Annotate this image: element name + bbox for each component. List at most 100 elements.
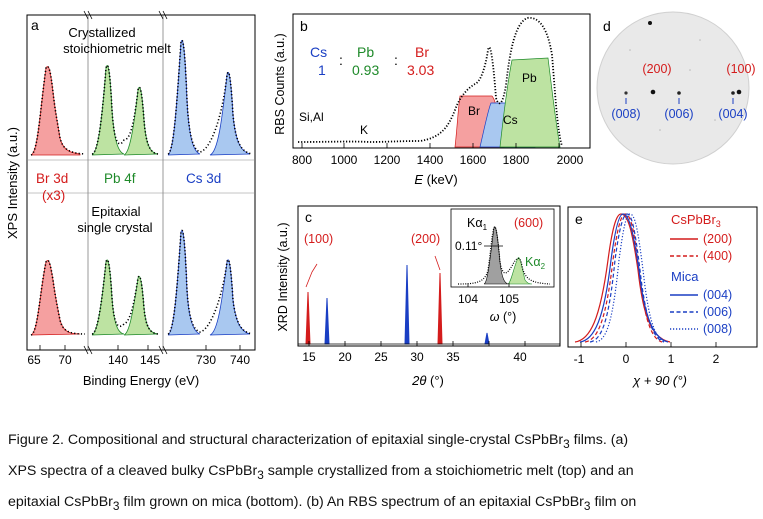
panel-a-ylabel: XPS Intensity (a.u.) [5, 127, 20, 239]
spot-label-008: (008) [611, 107, 640, 121]
panel-e-tick-0: 0 [623, 352, 630, 366]
panel-a-tick-740: 740 [230, 353, 250, 367]
inset-tick-104: 104 [458, 292, 478, 306]
label-br-edge: Br [468, 104, 480, 118]
panel-a-frame [26, 14, 256, 351]
xrd-peak-mica-3 [484, 332, 490, 345]
rocking-curve-inset: Kα1 (600) 0.11° Kα2 104 105 ω (°) [450, 208, 555, 324]
panel-b-tick-1200: 1200 [374, 153, 401, 167]
label-k: K [360, 123, 368, 137]
panel-b-tick-2000: 2000 [557, 153, 584, 167]
ratio-cs-label: Cs [310, 44, 327, 60]
cs-3d-label: Cs 3d [186, 171, 221, 186]
curve-mica-004 [579, 213, 669, 343]
legend-item-004: (004) [703, 288, 732, 302]
pb-4f-peak1-bottom [91, 259, 125, 336]
ratio-pb-label: Pb [357, 44, 374, 60]
curve-mica-006 [589, 213, 665, 343]
caption-line-1: Figure 2. Compositional and structural c… [8, 432, 629, 451]
legend-item-008: (008) [703, 322, 732, 336]
panel-a-top-label-2: stoichiometric melt [63, 41, 171, 56]
panel-e-label: e [575, 211, 583, 227]
diffraction-pattern [596, 11, 750, 165]
xrd-peak-mica-1 [324, 297, 330, 345]
spot-label-004: (004) [718, 107, 747, 121]
ratio-sep-1: : [339, 52, 343, 68]
diffraction-spot-top [648, 21, 652, 25]
xps-data-bottom [30, 229, 253, 336]
rbs-spectrum [297, 17, 563, 147]
spot-label-006: (006) [664, 107, 693, 121]
panel-c-ylabel: XRD Intensity (a.u.) [276, 222, 290, 331]
panel-a-bottom-label-2: single crystal [77, 220, 152, 235]
ratio-pb-value: 0.93 [352, 62, 379, 78]
inset-ka1-label: Kα1 [467, 216, 488, 232]
panel-e-legend: CsPbBr3 (200) (400) Mica (004) (006) (00… [670, 212, 732, 336]
inset-600-label: (600) [514, 216, 543, 230]
br-3d-multiplier: (x3) [42, 188, 65, 203]
label-cs-edge: Cs [503, 113, 518, 127]
ratio-cs-value: 1 [318, 62, 326, 78]
panel-d: d (200) (100) (008) (006) (004) [596, 11, 756, 165]
panel-a-top-label-1: Crystallized [68, 25, 135, 40]
pb-4f-peak2-bottom [123, 276, 159, 336]
xrd-peak-mica-2 [404, 264, 410, 345]
diffraction-spot-006 [677, 91, 681, 95]
legend-group-cspbbr3: CsPbBr3 [671, 212, 721, 229]
inset-fwhm-label: 0.11° [455, 239, 482, 253]
diffraction-spot-200 [650, 89, 656, 95]
panel-c-tick-35: 35 [446, 350, 460, 364]
diffraction-spot-004 [731, 91, 735, 95]
legend-item-006: (006) [703, 305, 732, 319]
caption-line-2: XPS spectra of a cleaved bulky CsPbBr3 s… [8, 462, 634, 482]
figure-2: a Crystallized stoichiometric melt Epita… [5, 10, 758, 388]
legend-item-400: (400) [703, 249, 732, 263]
spot-label-200: (200) [642, 62, 671, 76]
xrd-label-100: (100) [304, 232, 333, 246]
panel-a: a Crystallized stoichiometric melt Epita… [5, 10, 256, 388]
panel-c-tick-20: 20 [338, 350, 352, 364]
panel-b-xlabel: E (keV) [414, 172, 457, 187]
figure-caption: Figure 2. Compositional and structural c… [8, 427, 756, 519]
curve-cspbbr3-400 [584, 213, 663, 343]
inset-xlabel: ω (°) [490, 310, 517, 324]
caption-line-3: epitaxial CsPbBr3 film grown on mica (bo… [8, 493, 637, 513]
ratio-br-label: Br [415, 44, 429, 60]
panel-d-label: d [603, 18, 611, 34]
panel-e-tick-m1: -1 [574, 352, 585, 366]
panel-b-tick-1800: 1800 [503, 153, 530, 167]
panel-a-bottom-label-1: Epitaxial [91, 204, 140, 219]
legend-group-mica: Mica [671, 269, 699, 284]
panel-c-frame [297, 205, 561, 347]
ratio-sep-2: : [394, 52, 398, 68]
xrd-peak-100 [305, 291, 311, 345]
label-pb-edge: Pb [522, 71, 537, 85]
panel-e-xlabel: χ + 90 (°) [632, 373, 687, 388]
panel-a-label: a [31, 17, 39, 33]
inset-ka2-peak [507, 257, 533, 285]
panel-e-tick-2: 2 [713, 352, 720, 366]
panel-a-tick-65: 65 [27, 353, 41, 367]
diffraction-spot-100 [736, 89, 742, 95]
label-si-al: Si,Al [299, 110, 324, 124]
curve-mica-008 [595, 213, 666, 343]
panel-a-tick-140: 140 [108, 353, 128, 367]
panel-c-tick-30: 30 [410, 350, 424, 364]
inset-ka2-label: Kα2 [525, 255, 546, 271]
panel-a-tick-730: 730 [196, 353, 216, 367]
inset-data [457, 226, 551, 285]
diffraction-spot-008 [624, 91, 628, 95]
pb-edge-fill [499, 57, 561, 148]
ratio-br-value: 3.03 [407, 62, 434, 78]
inset-tick-105: 105 [499, 292, 519, 306]
panel-e-tick-1: 1 [668, 352, 675, 366]
panel-c-tick-15: 15 [302, 350, 316, 364]
xrd-label-200: (200) [411, 232, 440, 246]
panel-e: e CsPbBr3 (200) (400) Mica (004) (006) (… [567, 206, 758, 388]
panel-b-label: b [300, 18, 308, 34]
panel-a-xlabel: Binding Energy (eV) [83, 373, 199, 388]
inset-frame [450, 208, 555, 288]
panel-c-tick-40: 40 [513, 350, 527, 364]
pb-4f-label: Pb 4f [104, 171, 136, 186]
panel-e-frame [567, 206, 758, 348]
